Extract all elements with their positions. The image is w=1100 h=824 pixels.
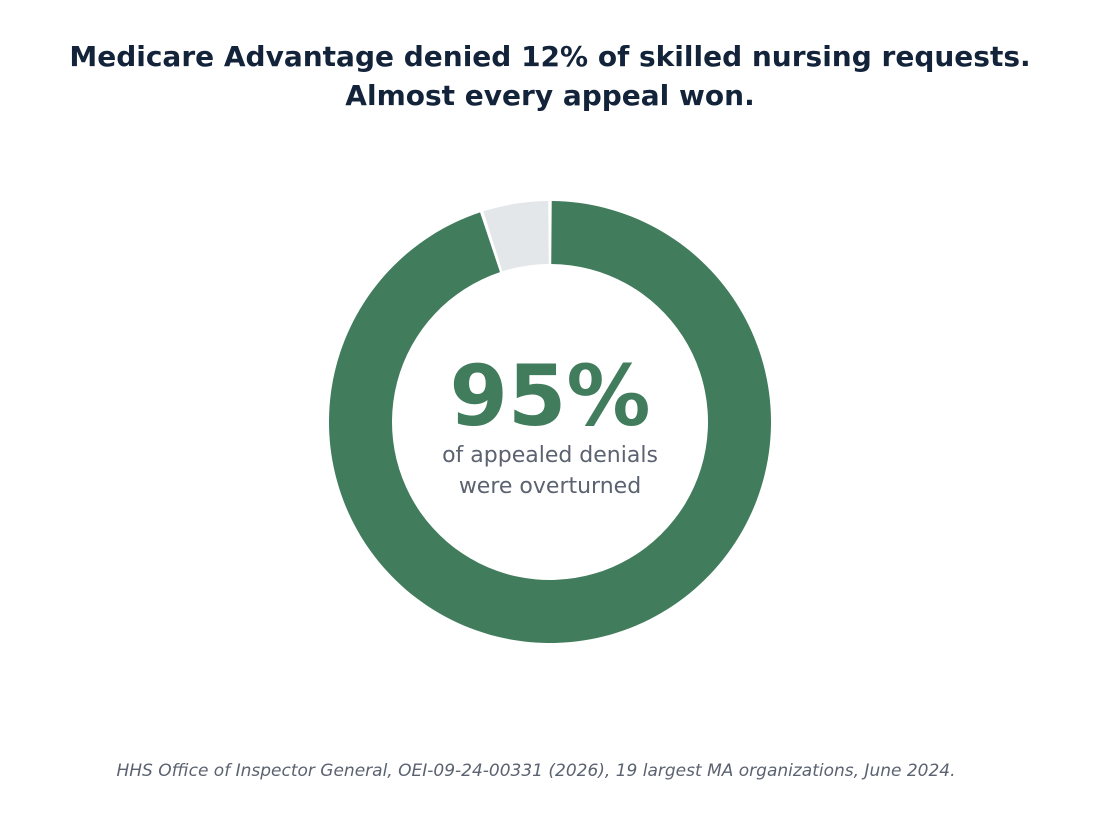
center-percentage: 95%: [449, 347, 651, 445]
donut-slice-remainder: [483, 201, 549, 272]
chart-title: Medicare Advantage denied 12% of skilled…: [0, 37, 1100, 115]
center-caption: of appealed denials were overturned: [350, 440, 750, 502]
center-caption-line-2: were overturned: [458, 474, 642, 499]
source-note: HHS Office of Inspector General, OEI-09-…: [116, 761, 956, 781]
chart-title-line-1: Medicare Advantage denied 12% of skilled…: [69, 40, 1031, 73]
center-caption-line-1: of appealed denials: [442, 443, 658, 468]
chart-title-line-2: Almost every appeal won.: [345, 79, 755, 112]
